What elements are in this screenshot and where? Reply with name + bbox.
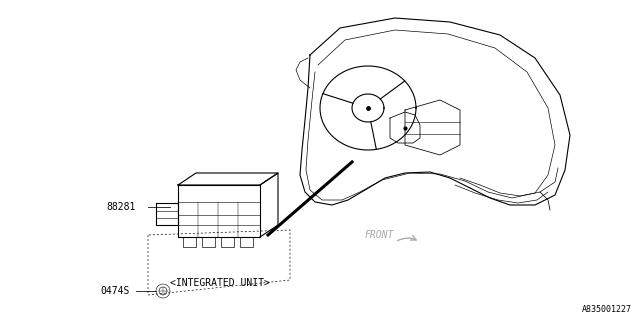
Text: <INTEGRATED UNIT>: <INTEGRATED UNIT> [170,278,270,288]
Text: 0474S: 0474S [100,286,129,296]
Text: 88281: 88281 [106,202,136,212]
Text: FRONT: FRONT [365,230,394,240]
Text: A835001227: A835001227 [582,305,632,314]
